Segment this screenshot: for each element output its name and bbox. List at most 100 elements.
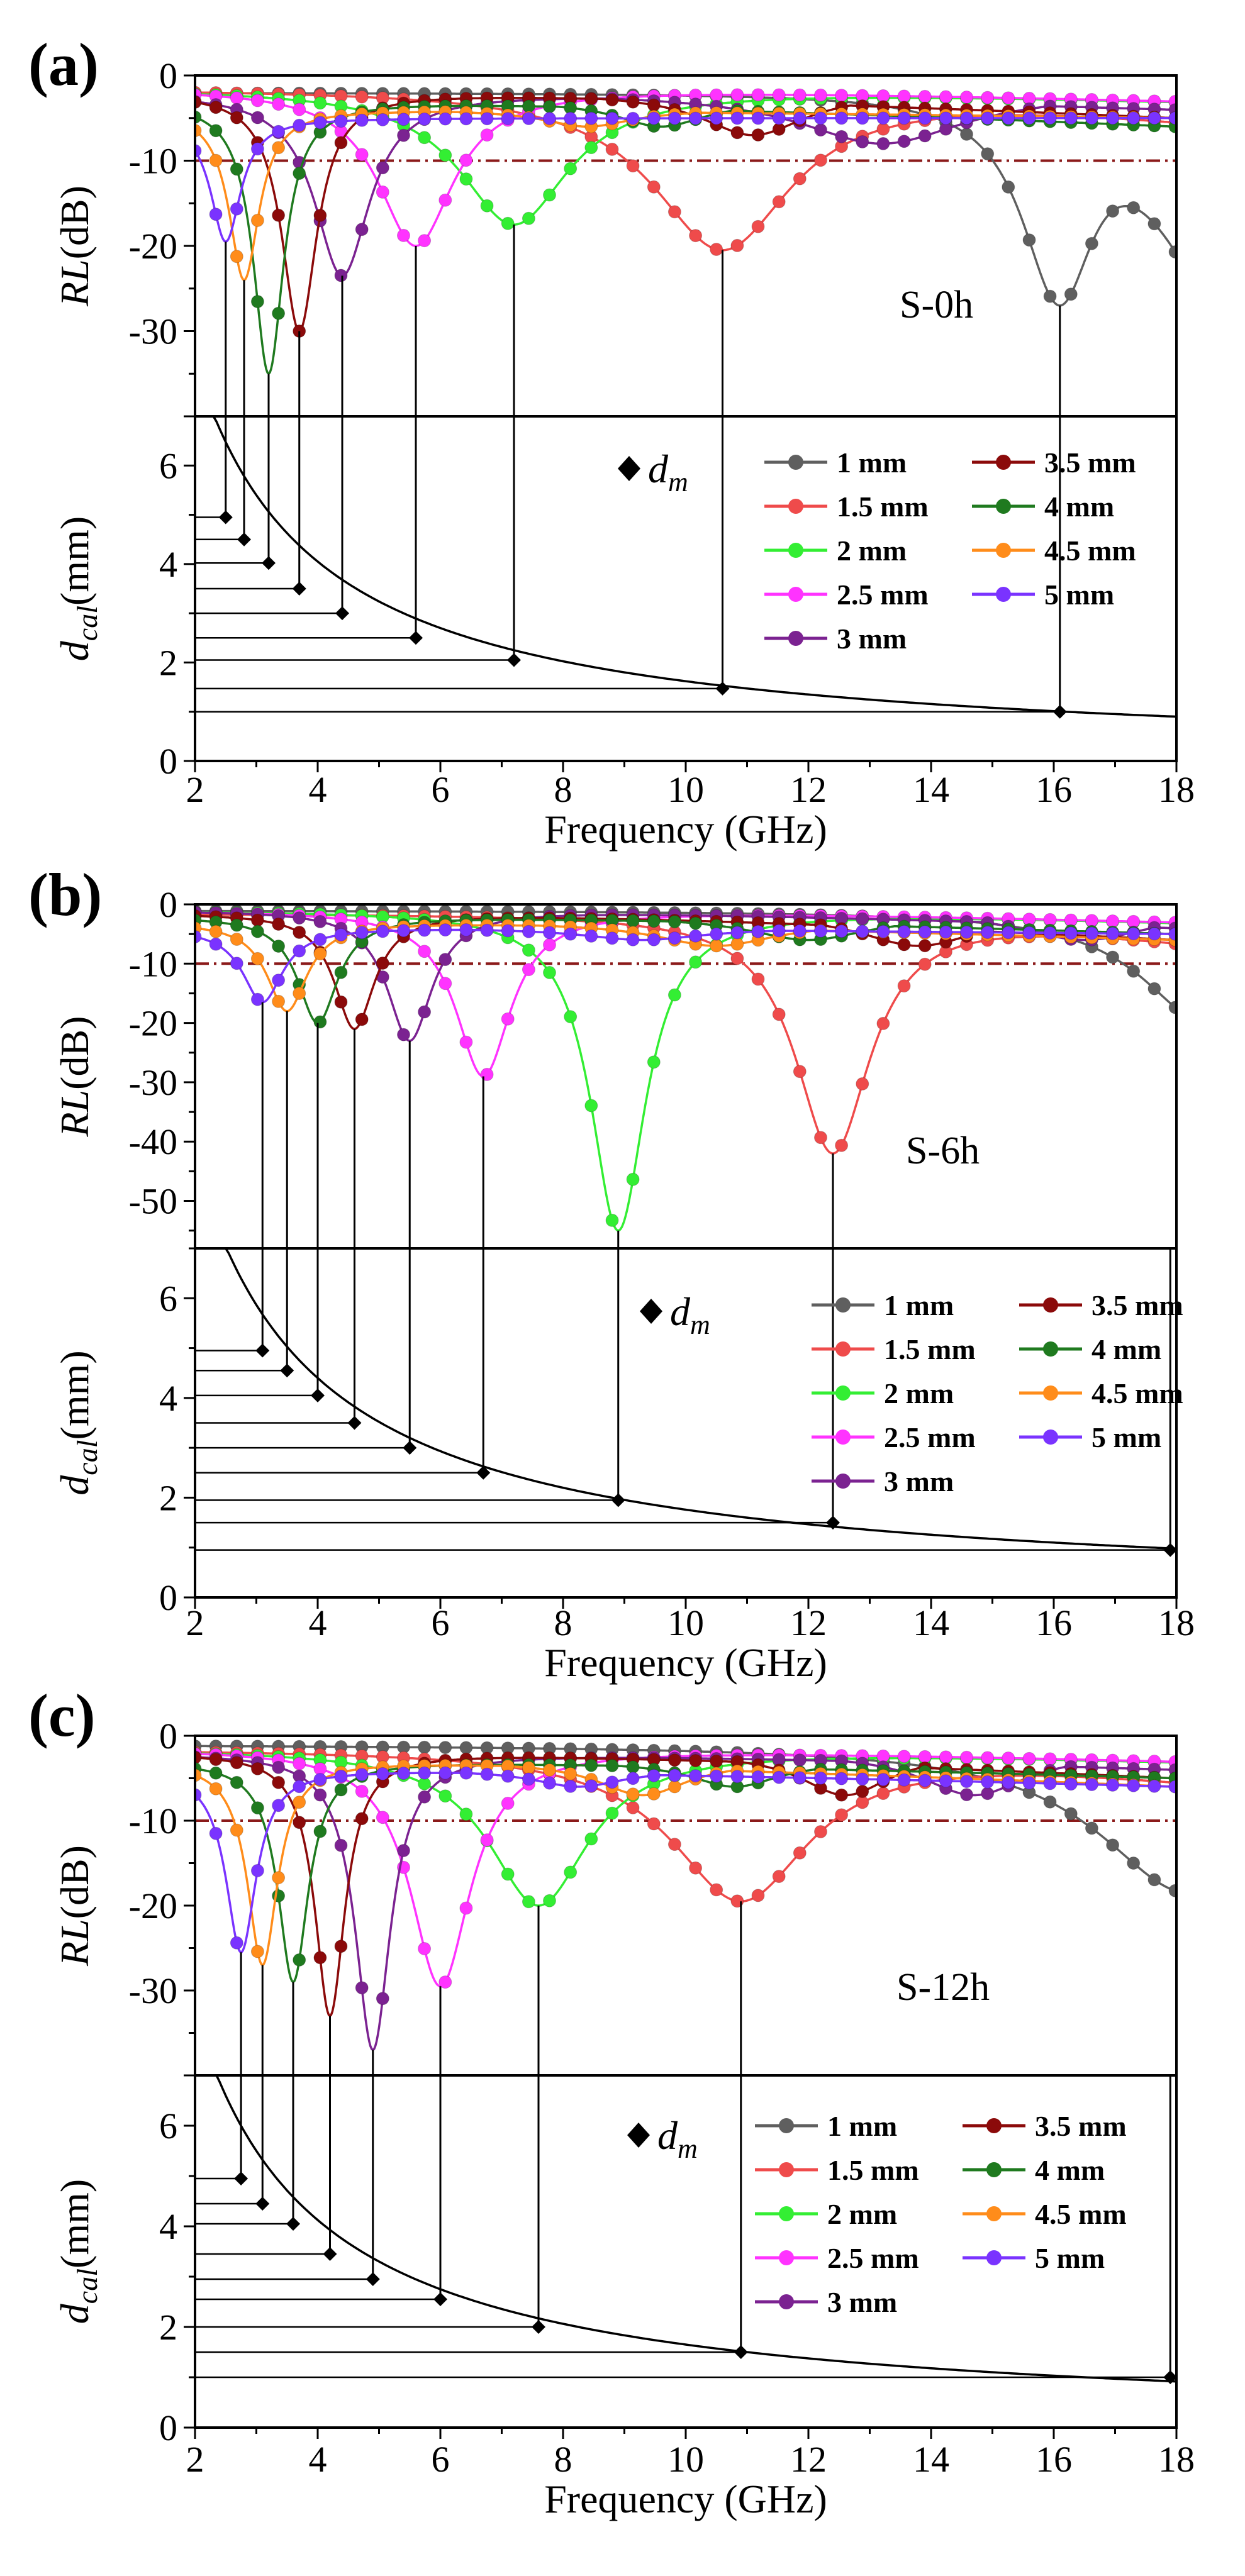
top-y-axis-label: RL(dB) <box>52 186 97 307</box>
data-point <box>543 100 556 113</box>
data-point <box>626 933 640 947</box>
ylabel-italic: RL <box>52 1090 97 1138</box>
dm-marker <box>826 1516 840 1530</box>
ylabel-unit: (mm) <box>52 2179 97 2268</box>
data-point <box>1002 1775 1015 1789</box>
legend-item: 4 mm <box>963 2154 1105 2186</box>
data-point <box>584 111 598 125</box>
dm-marker <box>409 631 423 645</box>
ylabel-sub: cal <box>71 1440 103 1475</box>
data-point <box>501 216 515 230</box>
sample-label: S-12h <box>896 1966 990 2009</box>
data-point <box>480 1767 494 1781</box>
series-5-mm <box>195 923 1176 1006</box>
data-point <box>209 1753 223 1767</box>
legend-swatch-dot <box>996 587 1011 602</box>
data-point <box>334 995 348 1009</box>
data-point <box>397 1028 410 1041</box>
legend-swatch-dot <box>779 2206 794 2221</box>
bottom-y-axis-label: dcal(mm) <box>52 516 103 661</box>
data-point <box>1106 926 1120 940</box>
data-point <box>897 1773 911 1787</box>
x-tick-label: 18 <box>1158 2439 1195 2480</box>
dm-marker <box>218 510 233 525</box>
data-point <box>710 1754 723 1768</box>
data-point <box>730 88 744 102</box>
y-tick-label: 6 <box>159 1278 177 1319</box>
data-point <box>584 141 598 155</box>
legend-item: 5 mm <box>963 2242 1105 2274</box>
legend-label: 4.5 mm <box>1035 2198 1127 2230</box>
data-point <box>751 924 765 938</box>
legend-swatch-dot <box>788 631 803 646</box>
data-point <box>480 1833 494 1847</box>
top-frame <box>194 903 1178 1250</box>
dm-marker <box>507 653 521 667</box>
data-point <box>418 945 432 958</box>
legend-swatch-dot <box>1043 1341 1058 1357</box>
data-point <box>376 1811 389 1824</box>
legend-label: 3.5 mm <box>1091 1289 1183 1321</box>
data-point <box>793 1753 807 1767</box>
data-point <box>814 123 827 137</box>
data-point <box>334 965 348 979</box>
data-point <box>897 135 911 148</box>
legend-label: 1.5 mm <box>827 2154 919 2186</box>
x-tick-label: 2 <box>186 769 204 810</box>
data-point <box>230 933 243 946</box>
data-point <box>438 953 452 967</box>
data-point <box>981 1787 995 1801</box>
data-point <box>1064 926 1078 940</box>
data-point <box>1022 111 1036 125</box>
data-point <box>564 162 578 175</box>
data-point <box>272 940 286 953</box>
data-point <box>960 1788 973 1802</box>
ylabel-italic: d <box>52 2303 97 2324</box>
data-point <box>230 202 243 216</box>
x-tick-label: 8 <box>554 1602 572 1643</box>
dm-marker <box>347 1416 362 1430</box>
series-5-mm <box>195 1766 1176 1953</box>
data-point <box>334 1838 348 1852</box>
data-point <box>1022 1776 1036 1790</box>
data-point <box>418 234 432 248</box>
data-point <box>605 1775 619 1789</box>
data-point <box>835 130 849 143</box>
legend-item: 1.5 mm <box>764 491 929 523</box>
data-point <box>1085 111 1098 125</box>
legend-item: 3 mm <box>755 2286 897 2318</box>
data-point <box>313 1788 327 1802</box>
data-point <box>1043 289 1057 303</box>
legend-label: 4 mm <box>1044 491 1114 523</box>
dm-legend-marker <box>618 456 640 481</box>
data-point <box>710 111 723 125</box>
data-point <box>689 111 703 125</box>
x-tick-label: 8 <box>554 2439 572 2480</box>
data-point <box>250 111 264 125</box>
data-point <box>981 926 995 939</box>
data-point <box>250 213 264 227</box>
data-point <box>438 923 452 937</box>
data-point <box>981 147 995 161</box>
data-point <box>730 926 744 940</box>
data-point <box>856 912 869 926</box>
data-point <box>626 1172 640 1186</box>
data-point <box>835 89 849 103</box>
data-point <box>1085 236 1098 250</box>
data-point <box>313 1773 327 1786</box>
legend-item: 2 mm <box>812 1377 954 1409</box>
data-point <box>647 933 661 947</box>
legend-swatch-dot <box>788 587 803 602</box>
data-point <box>230 918 243 932</box>
data-point <box>876 1787 890 1801</box>
data-point <box>751 111 765 125</box>
data-point <box>667 1753 681 1767</box>
data-point <box>543 1763 556 1777</box>
data-point <box>1106 914 1120 928</box>
data-point <box>272 994 286 1008</box>
data-point <box>981 1775 995 1789</box>
data-point <box>1085 1778 1098 1791</box>
dm-marker <box>234 2172 248 2185</box>
data-point <box>835 1788 849 1802</box>
